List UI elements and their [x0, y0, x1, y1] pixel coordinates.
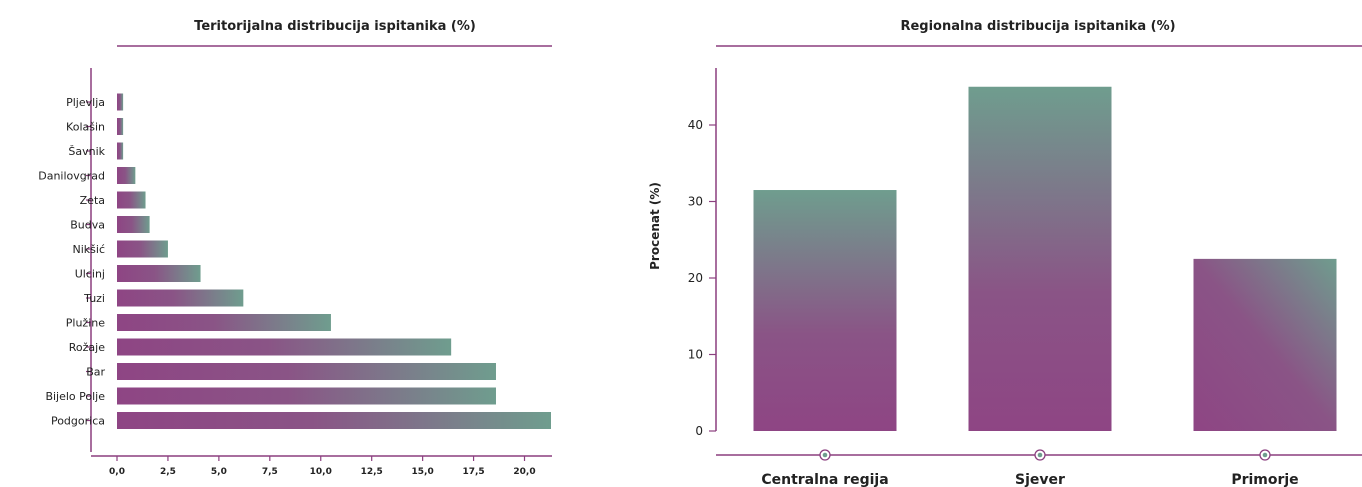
right-y-axis-label: Procenat (%)	[648, 182, 662, 270]
x-tick-marker-dot	[1262, 452, 1268, 458]
y-tick-label: 10	[688, 348, 703, 362]
bar-ulcinj	[117, 265, 201, 282]
bar-kolašin	[117, 118, 124, 135]
y-tick-label: Rožaje	[69, 341, 105, 354]
bar-rožaje	[117, 338, 452, 356]
x-tick-label: Sjever	[1015, 472, 1065, 487]
y-tick-label: 40	[688, 118, 703, 132]
y-tick-label: Ulcinj	[75, 268, 105, 281]
y-tick-label: Budva	[70, 219, 105, 232]
y-tick-label: Bar	[86, 366, 105, 379]
bar-plužine	[117, 314, 331, 331]
bar-zeta	[117, 191, 146, 209]
bar-podgorica	[117, 412, 551, 429]
x-tick-label: 10,0	[310, 467, 332, 477]
x-tick-label: 2,5	[160, 467, 176, 477]
x-tick-marker-dot	[822, 452, 828, 458]
y-tick-label: Kolašin	[66, 121, 105, 134]
x-tick-label: 7,5	[262, 467, 278, 477]
bar-budva	[117, 216, 150, 233]
right-chart-title: Regionalna distribucija ispitanika (%)	[900, 19, 1175, 34]
left-chart-title: Teritorijalna distribucija ispitanika (%…	[194, 19, 476, 34]
x-tick-label: 17,5	[462, 467, 484, 477]
x-tick-label: Primorje	[1231, 472, 1298, 487]
bar-bijelo-polje	[117, 387, 496, 405]
x-tick-label: 5,0	[211, 467, 227, 477]
bar-šavnik	[117, 142, 124, 160]
bar-danilovgrad	[117, 167, 136, 184]
y-tick-label: Plužine	[66, 317, 105, 330]
left-bars: Pljevlja Kolašin Šavnik Danilovgrad Zeta Budv…	[38, 93, 551, 477]
x-tick-label: 15,0	[412, 467, 434, 477]
y-tick-label: Zeta	[80, 194, 105, 207]
bar-bar	[117, 363, 496, 380]
y-tick-label: Podgorica	[51, 415, 105, 428]
y-tick-label: 30	[688, 195, 703, 209]
y-tick-label: Danilovgrad	[38, 170, 105, 183]
bar-centralna-regija	[753, 190, 897, 431]
bar-pljevlja	[117, 93, 124, 111]
x-tick-label: 0,0	[109, 467, 125, 477]
x-tick-label: 20,0	[513, 467, 535, 477]
y-tick-label: 20	[688, 271, 703, 285]
y-tick-label: Tuzi	[83, 292, 105, 305]
y-tick-label: Pljevlja	[66, 96, 105, 109]
bar-tuzi	[117, 289, 244, 307]
bar-primorje	[1193, 258, 1337, 431]
bar-nikšić	[117, 240, 168, 258]
y-tick-label: Nikšić	[73, 243, 106, 256]
right-bars: 0 10 20 30 40 Centralna regija Sjever Primorje	[688, 86, 1337, 487]
y-tick-label: Bijelo Polje	[45, 390, 105, 403]
x-tick-label: Centralna regija	[761, 472, 888, 487]
y-tick-label: 0	[695, 424, 703, 438]
bar-sjever	[968, 86, 1112, 431]
y-tick-label: Šavnik	[68, 145, 105, 158]
x-tick-marker-dot	[1037, 452, 1043, 458]
x-tick-label: 12,5	[361, 467, 383, 477]
